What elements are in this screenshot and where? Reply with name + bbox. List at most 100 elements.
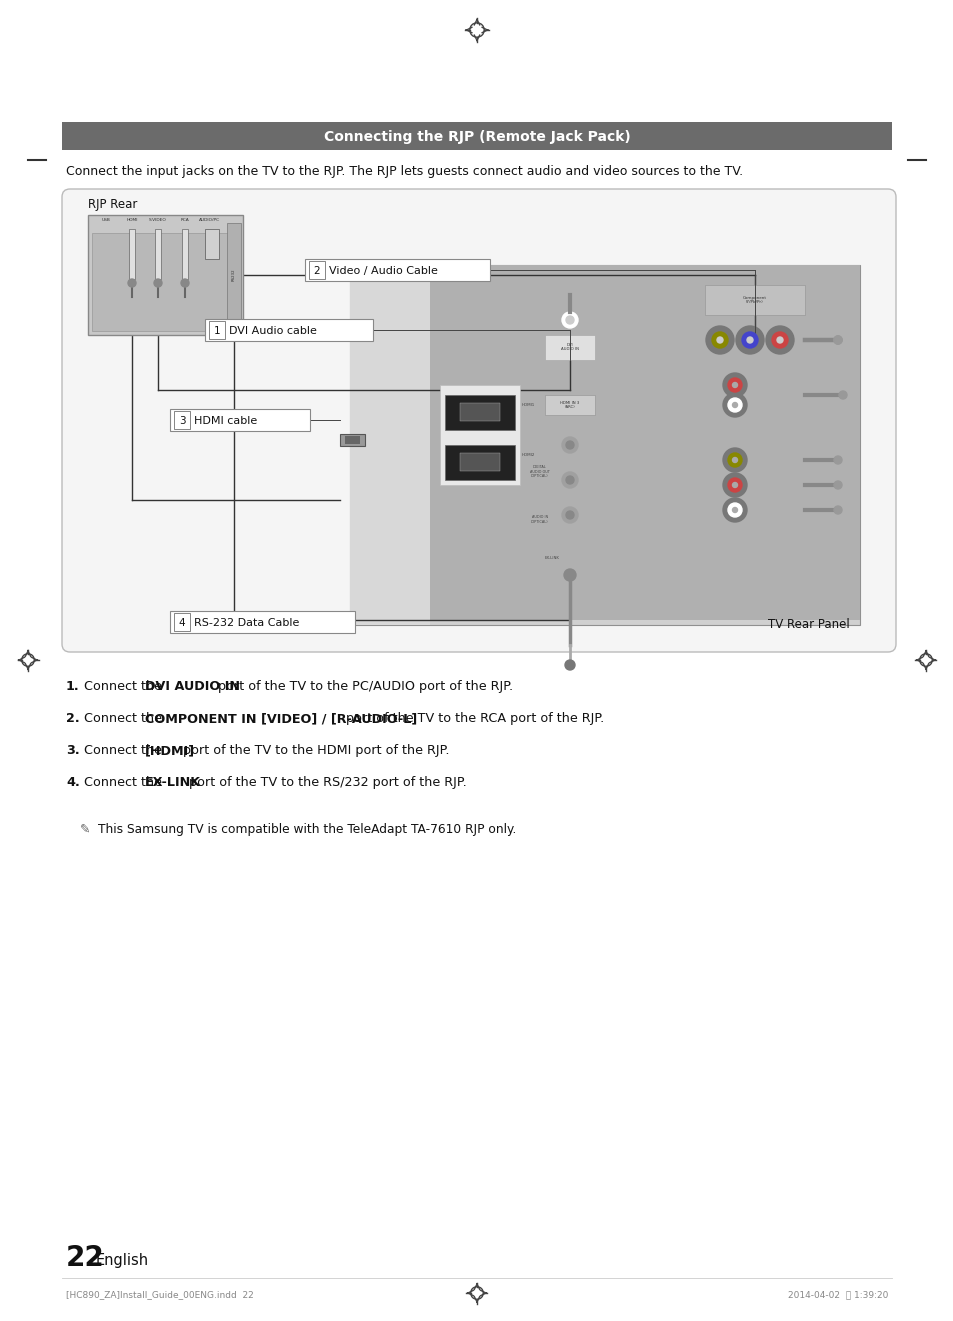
- Circle shape: [727, 478, 741, 491]
- Circle shape: [735, 326, 763, 354]
- Text: [HDMI]: [HDMI]: [145, 744, 194, 757]
- Bar: [170, 612, 355, 633]
- Text: HDMI IN 1
(DVI): HDMI IN 1 (DVI): [470, 408, 490, 416]
- Text: HDMI2: HDMI2: [521, 453, 535, 457]
- Circle shape: [561, 312, 578, 328]
- Bar: [62, 122, 891, 151]
- Bar: [227, 223, 241, 328]
- Circle shape: [565, 476, 574, 483]
- Bar: [173, 411, 190, 429]
- Text: [HC890_ZA]Install_Guide_00ENG.indd  22: [HC890_ZA]Install_Guide_00ENG.indd 22: [66, 1291, 253, 1300]
- Text: ✎: ✎: [80, 823, 91, 836]
- Bar: [439, 384, 519, 485]
- Circle shape: [776, 337, 782, 343]
- Text: AUDIO IN
(OPTICAL): AUDIO IN (OPTICAL): [531, 515, 548, 523]
- Text: Connect the: Connect the: [84, 744, 166, 757]
- Circle shape: [746, 337, 752, 343]
- Circle shape: [732, 403, 737, 407]
- Circle shape: [563, 569, 576, 581]
- Text: 2014-04-02  괜 1:39:20: 2014-04-02 괜 1:39:20: [787, 1291, 887, 1300]
- Bar: [182, 229, 188, 279]
- Circle shape: [838, 391, 846, 399]
- Text: 4: 4: [178, 618, 185, 627]
- Text: 3: 3: [178, 416, 185, 425]
- Bar: [544, 336, 595, 361]
- Text: HDMI IN 2
(Arc): HDMI IN 2 (Arc): [470, 457, 490, 466]
- Circle shape: [833, 336, 841, 343]
- Text: port of the TV to the RCA port of the RJP.: port of the TV to the RCA port of the RJ…: [341, 712, 603, 725]
- Bar: [88, 215, 243, 336]
- Text: DIGITAL
AUDIO OUT
(OPTICAL): DIGITAL AUDIO OUT (OPTICAL): [530, 465, 549, 478]
- Circle shape: [765, 326, 793, 354]
- Bar: [173, 613, 190, 631]
- Text: DVI
AUDIO IN: DVI AUDIO IN: [560, 342, 578, 351]
- Circle shape: [741, 332, 758, 347]
- Bar: [170, 410, 310, 431]
- Bar: [205, 229, 219, 259]
- Bar: [345, 436, 359, 444]
- Circle shape: [153, 279, 162, 287]
- Text: English: English: [96, 1254, 149, 1268]
- Bar: [430, 266, 859, 620]
- Text: DVI AUDIO IN: DVI AUDIO IN: [145, 680, 239, 694]
- Circle shape: [565, 441, 574, 449]
- FancyBboxPatch shape: [62, 189, 895, 653]
- Circle shape: [833, 336, 841, 343]
- Circle shape: [722, 498, 746, 522]
- Circle shape: [722, 448, 746, 472]
- Circle shape: [722, 473, 746, 497]
- Circle shape: [722, 373, 746, 398]
- Circle shape: [833, 336, 841, 343]
- Bar: [91, 232, 239, 332]
- Text: 4.: 4.: [66, 775, 80, 789]
- Bar: [350, 266, 430, 625]
- Circle shape: [722, 394, 746, 417]
- Circle shape: [711, 332, 727, 347]
- Circle shape: [564, 660, 575, 670]
- Bar: [350, 266, 859, 625]
- Text: DVI Audio cable: DVI Audio cable: [229, 326, 316, 336]
- Text: Connect the input jacks on the TV to the RJP. The RJP lets guests connect audio : Connect the input jacks on the TV to the…: [66, 165, 742, 178]
- Circle shape: [128, 279, 136, 287]
- Text: Connect the: Connect the: [84, 775, 166, 789]
- Text: This Samsung TV is compatible with the TeleAdapt TA-7610 RJP only.: This Samsung TV is compatible with the T…: [98, 823, 516, 836]
- Circle shape: [833, 481, 841, 489]
- Circle shape: [727, 398, 741, 412]
- Text: 2.: 2.: [66, 712, 79, 725]
- Bar: [444, 445, 515, 480]
- Circle shape: [833, 456, 841, 464]
- Text: RCA: RCA: [180, 218, 190, 222]
- Text: 2: 2: [314, 266, 320, 276]
- Text: RS-232 Data Cable: RS-232 Data Cable: [193, 618, 299, 627]
- Text: port of the TV to the HDMI port of the RJP.: port of the TV to the HDMI port of the R…: [179, 744, 450, 757]
- Text: RJP Rear: RJP Rear: [88, 198, 137, 211]
- Text: Connect the: Connect the: [84, 680, 166, 694]
- Bar: [444, 395, 515, 431]
- Text: 1.: 1.: [66, 680, 79, 694]
- Bar: [154, 229, 161, 279]
- Circle shape: [732, 457, 737, 462]
- Bar: [309, 262, 325, 279]
- Bar: [339, 435, 365, 446]
- Circle shape: [565, 316, 574, 324]
- Text: S-VIDEO: S-VIDEO: [149, 218, 167, 222]
- Bar: [209, 321, 225, 339]
- Circle shape: [727, 378, 741, 392]
- Text: HDMI IN 3
(ARC): HDMI IN 3 (ARC): [559, 400, 579, 410]
- Circle shape: [181, 279, 189, 287]
- Circle shape: [732, 482, 737, 487]
- Text: Connect the: Connect the: [84, 712, 166, 725]
- Bar: [704, 285, 804, 314]
- Text: RS232: RS232: [232, 268, 235, 281]
- Circle shape: [561, 472, 578, 487]
- Circle shape: [565, 511, 574, 519]
- Text: port of the TV to the RS/232 port of the RJP.: port of the TV to the RS/232 port of the…: [185, 775, 466, 789]
- Text: HDMI1: HDMI1: [521, 403, 535, 407]
- Bar: [459, 403, 499, 421]
- Text: port of the TV to the PC/AUDIO port of the RJP.: port of the TV to the PC/AUDIO port of t…: [214, 680, 513, 694]
- Text: EX-LINK: EX-LINK: [544, 556, 559, 560]
- Bar: [305, 259, 490, 281]
- Text: HDMI cable: HDMI cable: [193, 416, 257, 425]
- Text: COMPONENT IN [VIDEO] / [R-AUDIO-L]: COMPONENT IN [VIDEO] / [R-AUDIO-L]: [145, 712, 416, 725]
- Circle shape: [717, 337, 722, 343]
